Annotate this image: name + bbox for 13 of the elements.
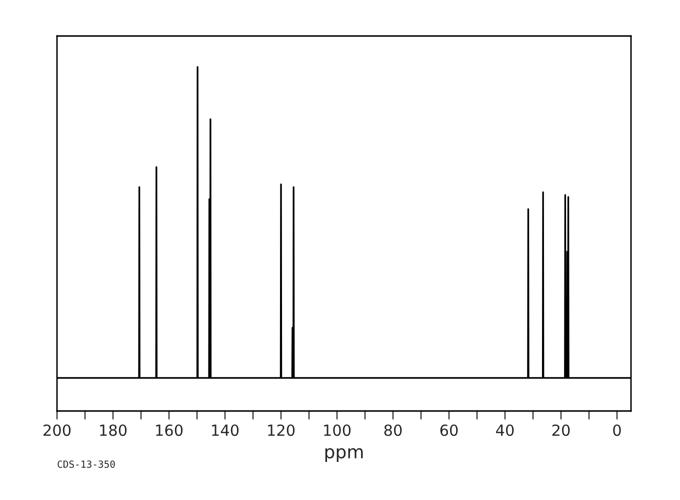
text: CDS-13-350 xyxy=(58,460,115,468)
x-tick-label: 120 xyxy=(268,424,295,436)
x-tick-label: 80 xyxy=(384,424,402,436)
x-tick-label: 40 xyxy=(496,424,514,436)
x-tick-label: 60 xyxy=(440,424,458,436)
x-tick-label: 20 xyxy=(552,424,570,436)
x-axis-title: ppm xyxy=(325,448,363,462)
x-tick-label: 140 xyxy=(212,424,239,436)
x-tick-label: 0 xyxy=(613,424,621,436)
x-tick-label: 160 xyxy=(156,424,183,436)
x-tick-label: 100 xyxy=(324,424,351,436)
x-tick-label: 200 xyxy=(44,424,71,436)
x-tick-label: 180 xyxy=(100,424,127,436)
